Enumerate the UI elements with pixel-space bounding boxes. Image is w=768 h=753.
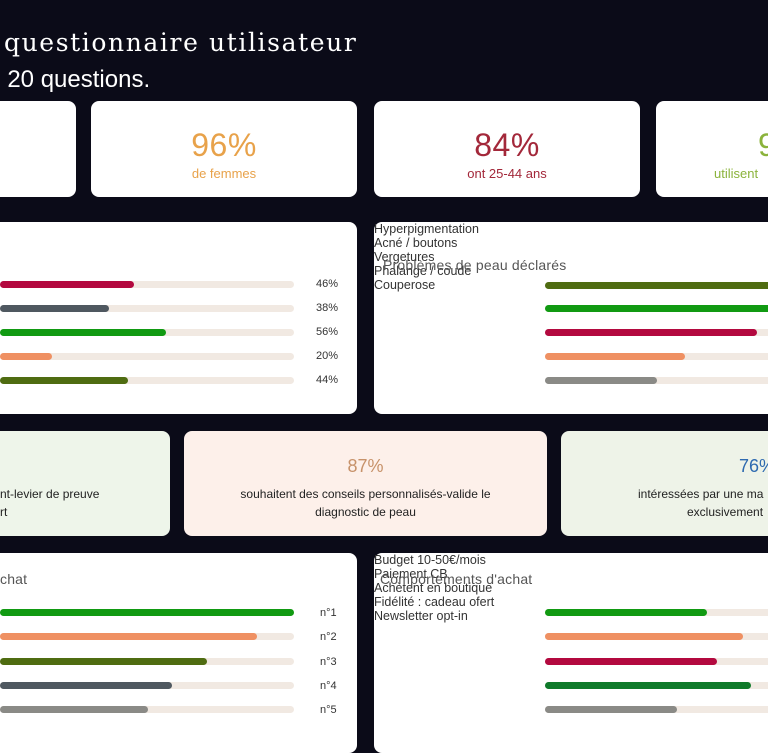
progress-track — [545, 305, 768, 312]
rank-label: n°1 — [320, 607, 337, 619]
demographics-panel: 46% 38% 56% 20% 44% — [0, 222, 357, 414]
progress-track — [545, 682, 768, 689]
page-title: questionnaire utilisateur — [4, 28, 358, 57]
progress-fill — [545, 609, 707, 616]
page-subtitle: . 20 questions. — [0, 66, 151, 93]
behavior-label: Newsletter opt-in — [374, 609, 468, 623]
insight-text-line1: nt-levier de preuve — [0, 487, 100, 501]
progress-fill — [545, 305, 768, 312]
progress-fill — [0, 377, 128, 384]
progress-track — [0, 633, 294, 640]
progress-fill — [0, 658, 207, 665]
insight-card-exclusive: 76% intéressées par une ma exclusivement — [561, 431, 768, 536]
progress-fill — [0, 329, 166, 336]
insight-text-line1: souhaitent des conseils personnalisés-va… — [240, 487, 491, 501]
progress-track — [545, 377, 768, 384]
percent-label: 46% — [316, 278, 339, 290]
skin-problem-label: Phalange / coude — [374, 264, 472, 278]
skin-problems-panel: Problèmes de peau déclarés Hyperpigmenta… — [374, 222, 768, 414]
progress-track — [0, 682, 294, 689]
stat-card-usage: 9 utilisent — [656, 101, 768, 197]
insight-card-advice: 87% souhaitent des conseils personnalisé… — [184, 431, 547, 536]
behavior-label: Achètent en boutique — [374, 581, 493, 595]
progress-fill — [545, 633, 743, 640]
ranking-panel: chat n°1 n°2 n°3 n°4 n°5 — [0, 553, 357, 753]
percent-label: 56% — [316, 326, 339, 338]
progress-fill — [545, 329, 757, 336]
stat-card-partial-left — [0, 101, 76, 197]
progress-track — [545, 353, 768, 360]
rank-label: n°2 — [320, 631, 337, 643]
progress-track — [0, 329, 294, 336]
rank-label: n°4 — [320, 680, 337, 692]
progress-fill — [545, 282, 768, 289]
progress-fill — [0, 353, 52, 360]
skin-problem-label: Vergetures — [374, 250, 435, 264]
stat-card-women: 96% de femmes — [91, 101, 357, 197]
progress-track — [0, 281, 294, 288]
progress-fill — [0, 281, 134, 288]
progress-track — [0, 706, 294, 713]
insight-text-line1: intéressées par une ma — [638, 487, 764, 501]
panel-title: chat — [0, 571, 28, 587]
progress-fill — [0, 609, 294, 616]
progress-track — [545, 633, 768, 640]
insight-value: 87% — [347, 456, 384, 476]
panel-title: Comportements d'achat — [380, 571, 533, 587]
progress-fill — [0, 682, 172, 689]
stat-value: 9 — [758, 127, 768, 163]
progress-fill — [0, 305, 109, 312]
progress-track — [0, 377, 294, 384]
progress-fill — [545, 658, 717, 665]
skin-problem-label: Acné / boutons — [374, 236, 458, 250]
progress-track — [545, 658, 768, 665]
stat-label: ont 25-44 ans — [467, 166, 547, 181]
rank-label: n°3 — [320, 656, 337, 668]
progress-fill — [0, 633, 257, 640]
progress-fill — [545, 706, 677, 713]
stat-value: 96% — [191, 127, 257, 163]
progress-fill — [545, 682, 751, 689]
progress-fill — [0, 706, 148, 713]
skin-problem-label: Hyperpigmentation — [374, 222, 479, 236]
progress-track — [545, 282, 768, 289]
percent-label: 44% — [316, 374, 339, 386]
stat-value: 84% — [474, 127, 540, 163]
progress-track — [0, 658, 294, 665]
stat-label: de femmes — [191, 166, 257, 181]
stat-card-age: 84% ont 25-44 ans — [374, 101, 640, 197]
progress-track — [0, 609, 294, 616]
progress-track — [0, 305, 294, 312]
progress-fill — [545, 377, 657, 384]
progress-track — [545, 706, 768, 713]
stat-label: utilisent — [714, 166, 759, 181]
progress-fill — [545, 353, 685, 360]
skin-problem-label: Couperose — [374, 278, 436, 292]
behavior-label: Fidélité : cadeau ofert — [374, 595, 495, 609]
insight-text-line2: rt — [0, 505, 8, 519]
rank-label: n°5 — [320, 704, 337, 716]
progress-track — [545, 329, 768, 336]
purchase-behavior-panel: Comportements d'achat Budget 10-50€/mois… — [374, 553, 768, 753]
progress-track — [545, 609, 768, 616]
percent-label: 38% — [316, 302, 339, 314]
behavior-label: Paiement CB — [374, 567, 448, 581]
insight-value: 76% — [739, 456, 768, 476]
progress-track — [0, 353, 294, 360]
insight-text-line2: diagnostic de peau — [315, 505, 416, 519]
percent-label: 20% — [316, 350, 339, 362]
behavior-label: Budget 10-50€/mois — [374, 553, 486, 567]
panel-title: Problèmes de peau déclarés — [383, 257, 567, 273]
insight-text-line2: exclusivement — [687, 505, 764, 519]
insight-card-proof: nt-levier de preuve rt — [0, 431, 170, 536]
